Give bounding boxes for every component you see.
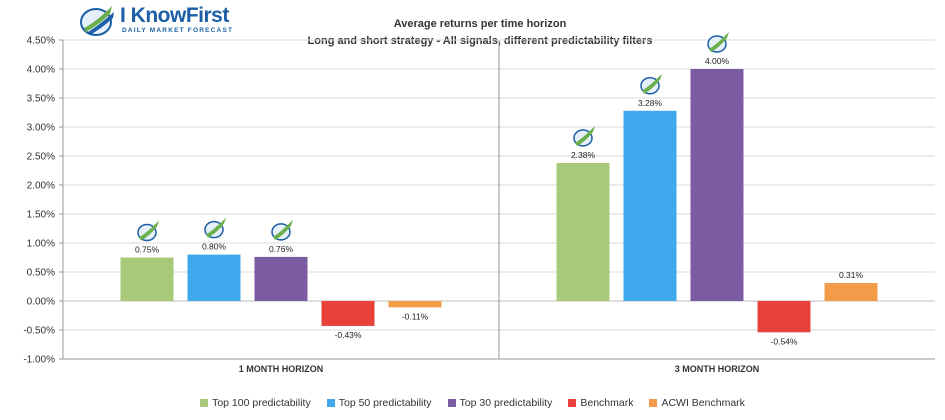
y-tick-label: 1.00% [27,239,55,250]
legend-swatch [649,399,658,407]
bar [757,301,811,333]
data-label: -0.11% [402,311,429,321]
chart-title: Average returns per time horizon [393,18,567,30]
y-tick-label: 0.50% [27,268,55,279]
y-tick-label: 2.50% [27,152,55,163]
brand-logo-icon [80,6,114,36]
y-tick-label: 4.50% [27,36,55,47]
legend-label: Top 50 predictability [338,397,432,409]
y-tick-label: 2.00% [27,181,55,192]
bar [187,254,241,301]
y-tick-label: 4.00% [27,65,55,76]
bar-chart: -1.00% -0.50% 0.00% 0.50% 1.00% 1.50% 2.00% 2.5… [23,32,935,374]
legend-swatch [326,399,335,407]
brand-tagline: DAILY MARKET FORECAST [122,27,234,34]
legend-swatch [568,399,577,407]
data-label: 0.80% [202,242,227,252]
legend-item: Benchmark [568,397,633,409]
y-tick-label: 3.50% [27,94,55,105]
chart-legend: Top 100 predictability Top 50 predictabil… [0,397,945,409]
y-tick-label: -0.50% [23,326,55,337]
y-tick-label: -1.00% [23,355,55,366]
data-label: -0.43% [335,330,362,340]
legend-swatch [447,399,456,407]
bar [690,69,744,301]
x-category-label: 3 MONTH HORIZON [675,364,760,374]
bar [824,283,878,301]
legend-item: Top 100 predictability [200,397,311,409]
brand-marker-leaf-icon [575,125,595,146]
brand-marker-leaf-icon [273,219,293,240]
data-label: 3.28% [638,98,663,108]
legend-label: Top 100 predictability [212,397,311,409]
legend-swatch [200,399,209,407]
bar [623,110,677,301]
bar [388,301,442,308]
data-label: -0.54% [771,336,798,346]
bar [120,257,174,301]
data-label: 4.00% [705,56,730,66]
brand-name: I KnowFirst [120,4,229,27]
brand-marker-leaf-icon [709,32,729,52]
brand-marker-leaf-icon [642,73,662,94]
x-category-label: 1 MONTH HORIZON [239,364,324,374]
legend-item: Top 50 predictability [326,397,432,409]
data-label: 2.38% [571,150,596,160]
legend-label: Benchmark [580,397,634,409]
bar [254,256,308,301]
bar [321,301,375,326]
bar [556,162,610,301]
data-label: 0.76% [269,244,294,254]
legend-label: ACWI Benchmark [661,397,745,409]
chart-subtitle: Long and short strategy - All signals, d… [307,35,653,47]
data-label: 0.75% [135,245,160,255]
legend-item: ACWI Benchmark [649,397,745,409]
y-tick-label: 3.00% [27,123,55,134]
legend-item: Top 30 predictability [447,397,553,409]
data-label: 0.31% [839,270,864,280]
brand-marker-leaf-icon [206,217,226,238]
brand-logo: I KnowFirst DAILY MARKET FORECAST [78,2,268,38]
legend-label: Top 30 predictability [459,397,553,409]
y-tick-label: 1.50% [27,210,55,221]
brand-marker-leaf-icon [139,220,159,241]
y-tick-label: 0.00% [27,297,55,308]
